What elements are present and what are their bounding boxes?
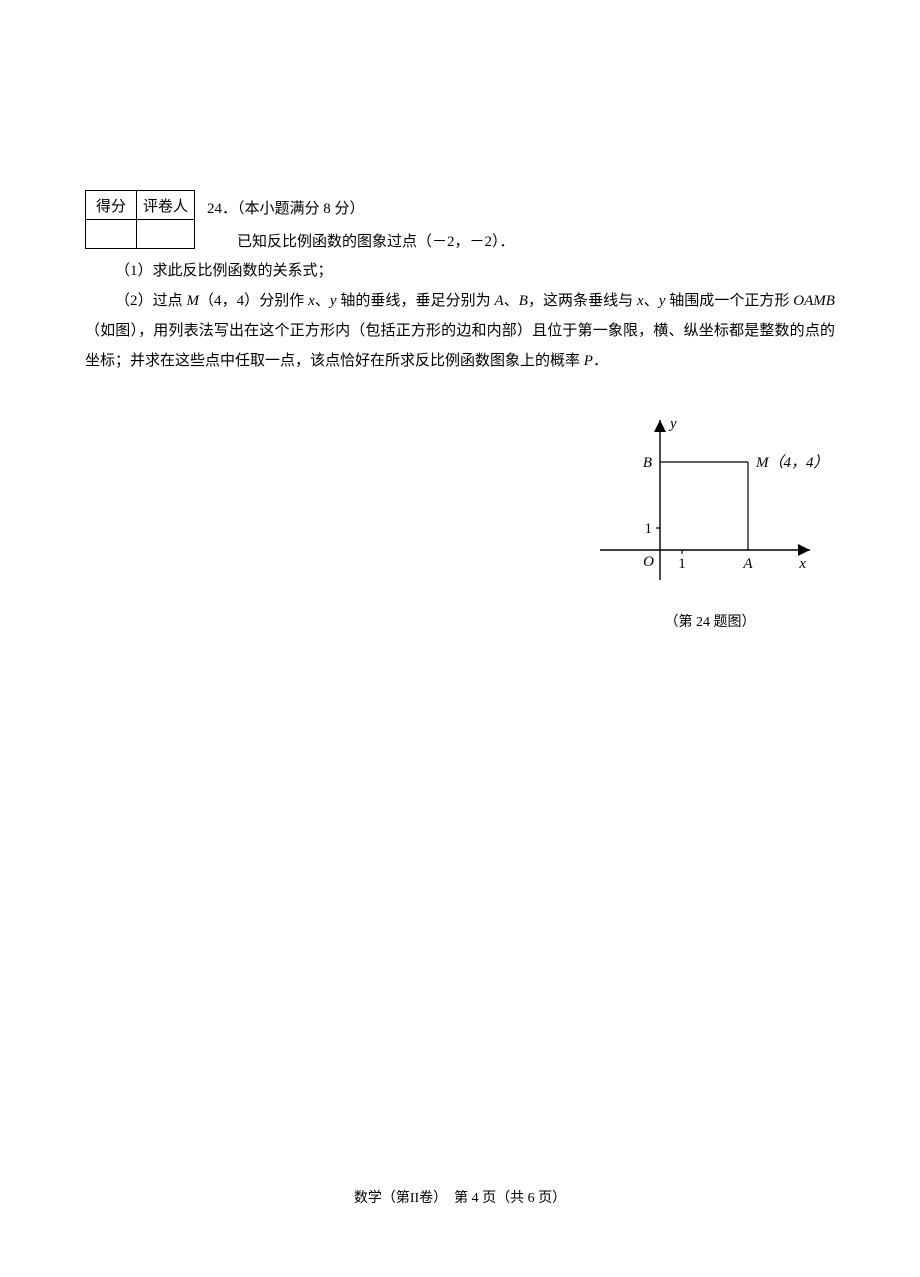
footer-prefix: 数学（第 [354,1191,410,1206]
question-part-2: （2）过点 M（4，4）分别作 x、y 轴的垂线，垂足分别为 A、B，这两条垂线… [85,286,835,376]
score-header-score: 得分 [86,191,137,220]
svg-text:1: 1 [645,521,653,537]
footer-roman: II [410,1191,419,1206]
score-header-grader: 评卷人 [137,191,195,220]
figure-caption: （第 24 题图） [580,611,840,631]
question-points: （本小题满分 8 分） [237,201,365,217]
page: 得分 评卷人 24．（本小题满分 8 分） 已知反比例函数的图象过点（－2，－2… [0,0,920,1277]
figure-svg-wrap: y x O 1 1 B A M（4，4） [590,410,830,605]
question-intro: 已知反比例函数的图象过点（－2，－2）． [207,223,835,256]
score-cell-score [86,220,137,249]
page-footer: 数学（第II卷） 第 4 页（共 6 页） [0,1187,920,1207]
question-body: （1）求此反比例函数的关系式； （2）过点 M（4，4）分别作 x、y 轴的垂线… [85,256,835,376]
svg-text:1: 1 [678,556,686,572]
svg-text:B: B [643,455,652,471]
footer-mid: 卷） 第 4 页（共 6 页） [419,1191,566,1206]
part2-run: （2）过点 M（4，4）分别作 x、y 轴的垂线，垂足分别为 A、B，这两条垂线… [85,293,835,369]
svg-text:M（4，4）: M（4，4） [755,454,829,471]
figure-block: y x O 1 1 B A M（4，4） （第 24 题图） [580,410,840,631]
score-cell-grader [137,220,195,249]
svg-text:A: A [742,556,753,572]
svg-text:O: O [643,554,654,570]
figure-svg: y x O 1 1 B A M（4，4） [590,410,830,600]
score-table: 得分 评卷人 [85,190,195,249]
question-number: 24． [207,201,237,217]
question-number-line: 24．（本小题满分 8 分） [85,190,835,223]
svg-text:x: x [798,556,806,572]
question-part-1: （1）求此反比例函数的关系式； [85,256,835,286]
svg-text:y: y [668,416,677,432]
question-header-row: 得分 评卷人 24．（本小题满分 8 分） 已知反比例函数的图象过点（－2，－2… [85,190,835,256]
